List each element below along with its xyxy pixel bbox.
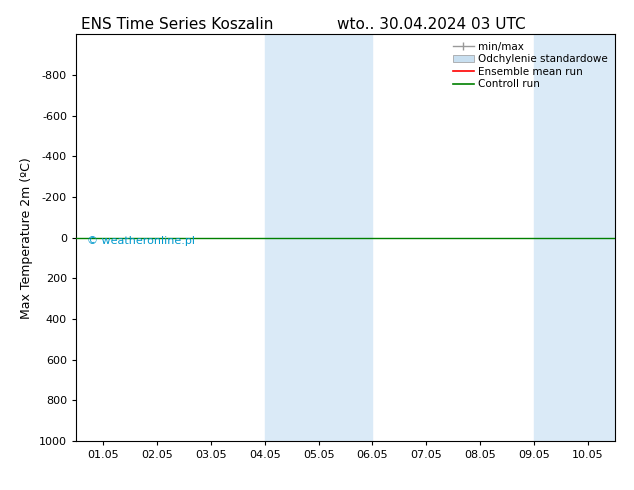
Text: © weatheronline.pl: © weatheronline.pl bbox=[87, 236, 195, 245]
Legend: min/max, Odchylenie standardowe, Ensemble mean run, Controll run: min/max, Odchylenie standardowe, Ensembl… bbox=[451, 40, 610, 92]
Bar bbox=[534, 34, 615, 441]
Bar bbox=[265, 34, 373, 441]
Y-axis label: Max Temperature 2m (ºC): Max Temperature 2m (ºC) bbox=[20, 157, 34, 318]
Text: wto.. 30.04.2024 03 UTC: wto.. 30.04.2024 03 UTC bbox=[337, 17, 526, 32]
Text: ENS Time Series Koszalin: ENS Time Series Koszalin bbox=[81, 17, 274, 32]
